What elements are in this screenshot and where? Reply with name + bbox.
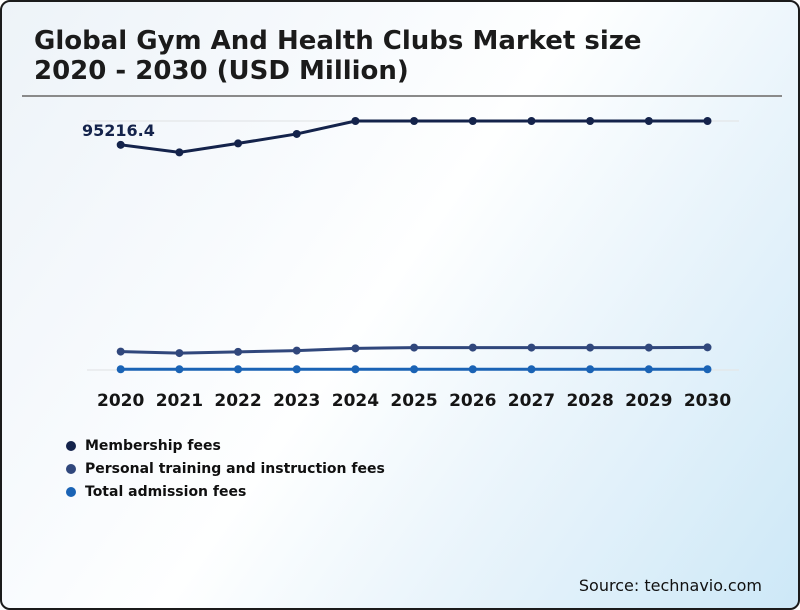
legend-item-total-admission-fees: Total admission fees: [66, 484, 385, 500]
legend-dot-membership-icon: [66, 441, 76, 451]
series-line: [120, 119, 708, 154]
chart-title-line1: Global Gym And Health Clubs Market size: [34, 26, 642, 56]
x-axis-tick-label: 2025: [390, 391, 438, 411]
data-point: [116, 365, 125, 374]
data-point: [292, 365, 301, 374]
data-point: [234, 347, 243, 356]
legend-item-personal-training-fees: Personal training and instruction fees: [66, 461, 385, 477]
data-point: [644, 365, 653, 374]
data-point-label: 95216.4: [82, 121, 155, 140]
data-point: [644, 117, 653, 125]
data-point: [527, 117, 536, 125]
x-axis-tick-label: 2022: [214, 391, 262, 411]
data-point: [586, 365, 595, 374]
data-point: [292, 346, 301, 355]
x-axis-tick-label: 2030: [683, 391, 732, 411]
legend-dot-personal-training-icon: [66, 464, 76, 474]
line-chart: [87, 117, 739, 374]
data-point: [468, 117, 477, 125]
data-point: [116, 140, 125, 149]
data-point: [116, 347, 125, 356]
legend-label-personal-training: Personal training and instruction fees: [85, 461, 385, 477]
data-point: [527, 365, 536, 374]
x-axis-tick-label: 2023: [273, 391, 321, 411]
data-point: [351, 365, 360, 374]
legend-label-total-admission: Total admission fees: [85, 484, 247, 500]
legend-label-membership: Membership fees: [85, 438, 221, 454]
x-axis-tick-label: 2026: [449, 391, 497, 411]
data-point: [410, 343, 419, 352]
chart-title: Global Gym And Health Clubs Market size …: [34, 26, 754, 86]
source-credit: Source: technavio.com: [578, 576, 762, 595]
x-axis-tick-label: 2020: [97, 391, 145, 411]
data-point: [468, 343, 477, 352]
data-point: [410, 117, 419, 125]
data-point: [703, 117, 712, 125]
data-point: [351, 344, 360, 353]
data-point: [703, 343, 712, 352]
x-axis-tick-label: 2021: [155, 391, 204, 411]
x-axis-tick-label: 2029: [625, 391, 673, 411]
data-point: [410, 365, 419, 374]
data-point: [527, 343, 536, 352]
data-point: [644, 343, 653, 352]
data-point: [468, 365, 477, 374]
data-point: [586, 117, 595, 125]
x-axis-tick-label: 2027: [507, 391, 556, 411]
data-point: [234, 139, 243, 148]
x-axis-tick-label: 2024: [331, 391, 380, 411]
x-axis-tick-label: 2028: [566, 391, 614, 411]
legend-dot-total-admission-icon: [66, 487, 76, 497]
data-point: [175, 148, 184, 157]
legend-item-membership-fees: Membership fees: [66, 438, 385, 454]
legend: Membership fees Personal training and in…: [66, 438, 385, 500]
data-point: [175, 365, 184, 374]
data-point: [351, 117, 360, 125]
data-point: [586, 343, 595, 352]
data-point: [703, 365, 712, 374]
data-point: [234, 365, 243, 374]
data-point: [175, 349, 184, 358]
title-divider: [22, 95, 782, 97]
chart-title-line2: 2020 - 2030 (USD Million): [34, 56, 409, 86]
data-point: [292, 129, 301, 138]
